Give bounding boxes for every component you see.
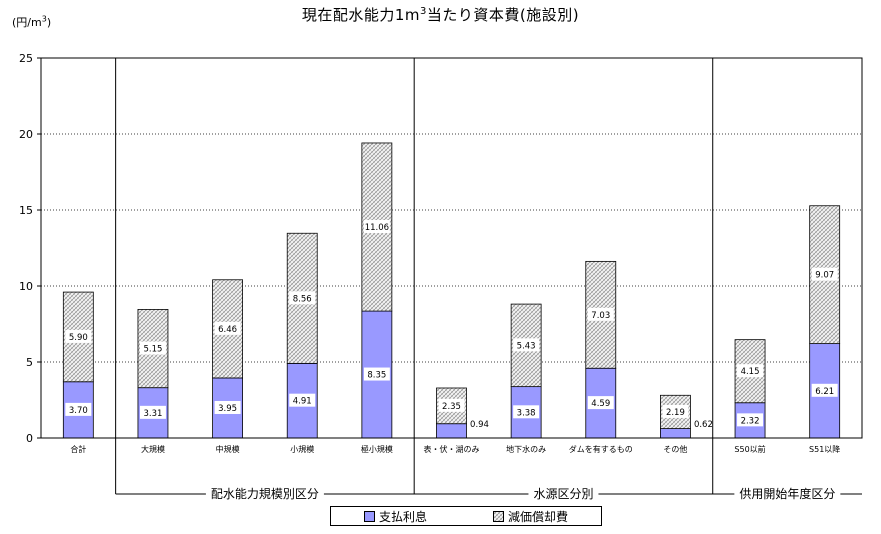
data-label-bg xyxy=(737,364,764,378)
x-tick-label: 地下水のみ xyxy=(506,444,546,454)
data-label-depreciation: 6.46 xyxy=(218,325,237,335)
data-label-bg xyxy=(737,413,764,427)
data-label-interest: 6.21 xyxy=(815,387,834,397)
data-label-bg xyxy=(811,383,838,397)
legend: 支払利息 減価償却費 xyxy=(330,506,602,526)
data-label-bg xyxy=(139,405,166,419)
bars xyxy=(62,142,841,439)
plot-border xyxy=(40,57,863,439)
data-label-bg xyxy=(513,405,540,419)
data-label-bg xyxy=(438,398,465,412)
axes: 0 5 10 15 20 25 配水能力規模別区分 水源区分別 供用開始年度区分 合計 大規模 中規模… xyxy=(19,52,863,501)
data-label-interest: 0.94 xyxy=(470,420,489,430)
x-tick-label: 大規模 xyxy=(141,444,165,454)
x-tick-label: 表・伏・湖のみ xyxy=(424,444,480,454)
data-label-bg xyxy=(65,402,92,416)
data-label-depreciation: 9.07 xyxy=(815,271,834,281)
data-label-bg xyxy=(139,341,166,355)
data-label-interest: 2.32 xyxy=(741,416,760,426)
x-tick-label: ダムを有するもの xyxy=(569,444,633,454)
data-label-depreciation: 5.90 xyxy=(69,333,88,343)
legend-swatch-interest xyxy=(363,510,375,522)
x-tick-label: 極小規模 xyxy=(361,444,393,454)
group-label: 配水能力規模別区分 xyxy=(211,486,319,501)
data-label-depreciation: 7.03 xyxy=(591,311,610,321)
y-tick-label: 5 xyxy=(26,356,33,369)
data-label-bg xyxy=(363,220,390,234)
data-label-interest: 3.31 xyxy=(143,409,162,419)
data-label-bg xyxy=(289,291,316,305)
data-label-depreciation: 5.43 xyxy=(517,341,536,351)
group-label-bg xyxy=(528,488,599,500)
data-labels: 3.70 5.90 3.31 5.15 3.95 6.46 4.91 8.56 8.35 11.0… xyxy=(65,220,838,430)
data-label-bg xyxy=(662,404,689,418)
y-tick-label: 0 xyxy=(26,432,33,445)
y-tick-label: 10 xyxy=(19,280,33,293)
x-tick-label: その他 xyxy=(663,444,687,454)
bar-interest xyxy=(660,428,691,439)
data-label-depreciation: 4.15 xyxy=(741,367,760,377)
data-label-bg xyxy=(289,393,316,407)
x-tick-label: 合計 xyxy=(70,444,86,454)
data-label-bg xyxy=(587,396,614,410)
group-label: 供用開始年度区分 xyxy=(739,486,835,501)
data-label-bg xyxy=(811,267,838,281)
data-label-depreciation: 8.56 xyxy=(293,294,312,304)
data-label-interest: 3.70 xyxy=(69,406,88,416)
data-label-interest: 8.35 xyxy=(367,371,386,381)
bar-interest xyxy=(436,423,467,439)
legend-label-depreciation: 減価償却費 xyxy=(507,509,568,524)
data-label-bg xyxy=(363,367,390,381)
legend-swatch-depreciation xyxy=(492,510,504,522)
data-label-depreciation: 2.35 xyxy=(442,402,461,412)
y-tick-label: 15 xyxy=(19,204,33,217)
data-label-depreciation: 2.19 xyxy=(666,408,685,418)
data-label-bg xyxy=(513,338,540,352)
x-tick-label: 小規模 xyxy=(290,444,314,454)
chart-title: 現在配水能力1m3当たり資本費(施設別) xyxy=(301,6,580,24)
group-label: 水源区分別 xyxy=(533,487,593,501)
data-label-interest: 4.91 xyxy=(293,397,312,407)
legend-item-depreciation: 減価償却費 xyxy=(492,508,568,525)
x-tick-label: S50以前 xyxy=(734,444,765,454)
data-label-bg xyxy=(65,329,92,343)
data-label-depreciation: 5.15 xyxy=(143,345,162,355)
y-axis-unit: (円/m3) xyxy=(12,14,52,29)
data-label-interest: 4.59 xyxy=(591,399,610,409)
group-label-bg xyxy=(205,488,324,500)
legend-item-interest: 支払利息 xyxy=(363,508,427,525)
x-tick-label: S51以降 xyxy=(809,444,840,454)
data-label-bg xyxy=(587,307,614,321)
group-label-bg xyxy=(734,488,841,500)
gridlines xyxy=(41,133,862,363)
data-label-interest: 3.95 xyxy=(218,404,237,414)
x-tick-label: 中規模 xyxy=(216,444,240,454)
data-label-interest: 0.62 xyxy=(694,420,713,430)
y-tick-label: 20 xyxy=(19,128,33,141)
data-label-bg xyxy=(214,321,241,335)
y-tick-label: 25 xyxy=(19,52,33,65)
legend-label-interest: 支払利息 xyxy=(378,509,427,524)
data-label-interest: 3.38 xyxy=(517,408,536,418)
data-label-depreciation: 11.06 xyxy=(365,223,389,233)
data-label-bg xyxy=(214,400,241,414)
